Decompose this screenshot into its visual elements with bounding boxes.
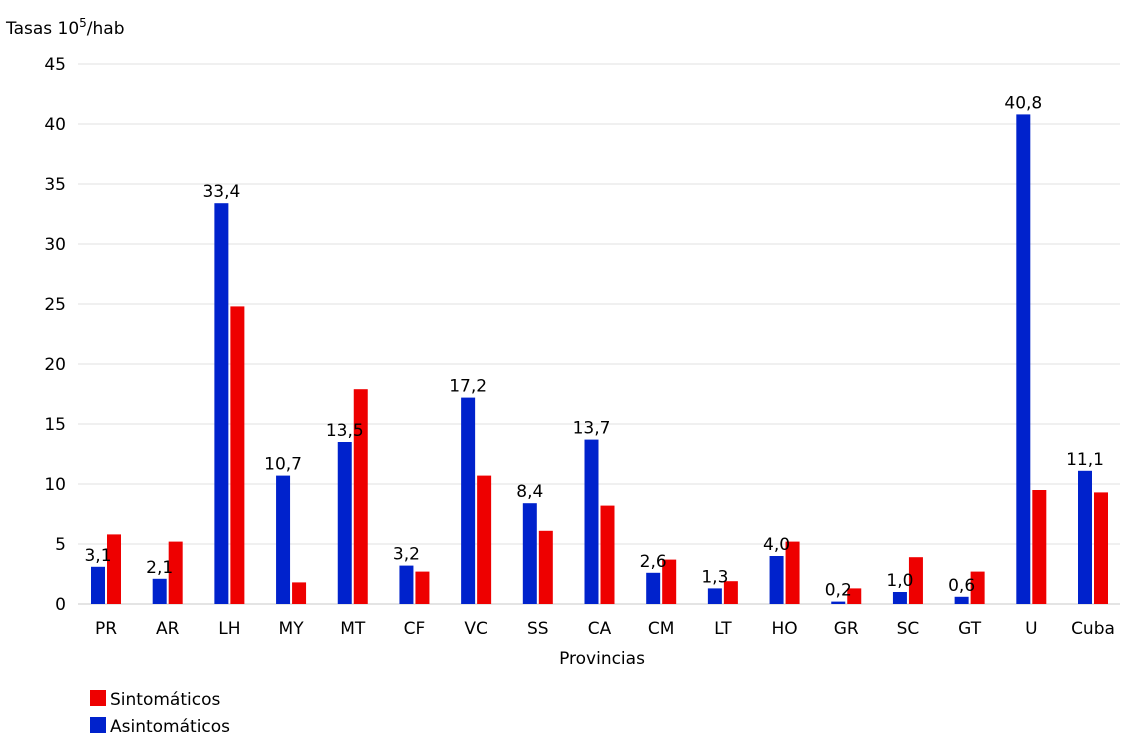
x-tick-label: SC	[897, 619, 920, 639]
x-tick-label: MT	[340, 619, 366, 639]
x-tick-label: SS	[527, 619, 549, 639]
x-tick-label: VC	[464, 619, 488, 639]
bar-asintomaticos-vc	[461, 397, 476, 604]
bar-asintomaticos-my	[276, 475, 291, 604]
x-tick-label: HO	[771, 619, 797, 639]
bar-sintomaticos-ca	[600, 505, 615, 604]
bar-asintomaticos-ar	[152, 578, 167, 604]
value-label-ho: 4,0	[763, 535, 790, 555]
x-tick-label: LT	[714, 619, 732, 639]
x-tick-label: CF	[404, 619, 426, 639]
legend-label: Sintomáticos	[110, 690, 220, 710]
bar-sintomaticos-sc	[908, 557, 923, 604]
bar-asintomaticos-mt	[337, 442, 352, 604]
bar-sintomaticos-vc	[477, 475, 492, 604]
bar-asintomaticos-pr	[91, 566, 105, 604]
bar-asintomaticos-lh	[214, 203, 229, 604]
bar-sintomaticos-ho	[785, 541, 800, 604]
x-tick-label: Cuba	[1071, 619, 1115, 639]
value-label-my: 10,7	[264, 455, 302, 475]
y-tick-label: 40	[44, 115, 66, 135]
y-tick-label: 30	[44, 235, 66, 255]
bar-sintomaticos-cf	[415, 571, 430, 604]
y-tick-label: 5	[55, 535, 66, 555]
bar-asintomaticos-gr	[831, 601, 846, 604]
bars	[91, 114, 1108, 605]
bar-sintomaticos-ar	[168, 541, 183, 604]
value-label-gt: 0,6	[948, 576, 975, 596]
bar-sintomaticos-ss	[538, 530, 553, 604]
bar-asintomaticos-u	[1016, 114, 1031, 605]
x-tick-label: AR	[156, 619, 180, 639]
value-label-ca: 13,7	[573, 419, 611, 439]
legend-swatch	[90, 717, 106, 733]
y-tick-label: 0	[55, 595, 66, 615]
x-tick-labels: PR AR LH MY MT CF VC SS CA CM LT HO GR SC GT U Cuba	[95, 619, 1115, 639]
bar-asintomaticos-ca	[584, 439, 599, 604]
value-label-lt: 1,3	[701, 567, 728, 587]
bar-asintomaticos-cuba	[1078, 470, 1092, 604]
value-label-sc: 1,0	[886, 571, 913, 591]
y-tick-label: 45	[44, 55, 66, 75]
bar-sintomaticos-lt	[723, 581, 738, 604]
x-tick-label: U	[1025, 619, 1037, 639]
x-tick-label: GT	[958, 619, 982, 639]
value-label-gr: 0,2	[825, 581, 852, 601]
bar-sintomaticos-gr	[847, 588, 862, 604]
value-label-ss: 8,4	[516, 482, 543, 502]
x-tick-label: MY	[279, 619, 305, 639]
bar-asintomaticos-ss	[522, 503, 537, 604]
gridlines	[78, 63, 1120, 605]
bar-sintomaticos-cm	[662, 559, 677, 604]
value-labels: 3,1 2,1 33,4 10,7 13,5 3,2 17,2 8,4 13,7 2,6 1,3 4,…	[84, 93, 1103, 600]
bar-sintomaticos-gt	[970, 571, 985, 604]
x-tick-label: GR	[834, 619, 859, 639]
bar-asintomaticos-sc	[892, 592, 907, 604]
legend-label: Asintomáticos	[110, 717, 230, 737]
bar-asintomaticos-cf	[399, 565, 414, 604]
bar-asintomaticos-lt	[707, 588, 722, 604]
bar-asintomaticos-gt	[954, 596, 969, 604]
y-tick-label: 20	[44, 355, 66, 375]
x-axis-title: Provincias	[559, 649, 645, 669]
bar-sintomaticos-mt	[353, 389, 368, 604]
y-tick-label: 25	[44, 295, 66, 315]
y-tick-label: 15	[44, 415, 66, 435]
bar-sintomaticos-lh	[230, 306, 245, 604]
x-tick-label: CM	[648, 619, 675, 639]
y-axis-title: Tasas 105/hab	[5, 16, 125, 39]
value-label-u: 40,8	[1004, 93, 1042, 113]
bar-sintomaticos-cuba	[1094, 492, 1108, 604]
bar-asintomaticos-ho	[769, 556, 784, 604]
legend-swatch	[90, 690, 106, 706]
bar-sintomaticos-u	[1032, 490, 1047, 604]
x-tick-label: LH	[218, 619, 240, 639]
y-tick-label: 10	[44, 475, 66, 495]
value-label-lh: 33,4	[202, 182, 240, 202]
value-label-mt: 13,5	[326, 421, 364, 441]
bar-sintomaticos-pr	[107, 534, 121, 604]
value-label-cm: 2,6	[640, 552, 667, 572]
value-label-cuba: 11,1	[1066, 450, 1104, 470]
bar-asintomaticos-cm	[646, 572, 661, 604]
value-label-pr: 3,1	[84, 546, 111, 566]
value-label-vc: 17,2	[449, 377, 487, 397]
y-tick-labels: 0 5 10 15 20 25 30 35 40 45	[44, 55, 66, 615]
x-tick-label: CA	[588, 619, 612, 639]
y-tick-label: 35	[44, 175, 66, 195]
bar-sintomaticos-my	[292, 582, 307, 604]
x-tick-label: PR	[95, 619, 117, 639]
value-label-ar: 2,1	[146, 558, 173, 578]
value-label-cf: 3,2	[393, 545, 420, 565]
legend: Sintomáticos Asintomáticos	[90, 690, 230, 737]
